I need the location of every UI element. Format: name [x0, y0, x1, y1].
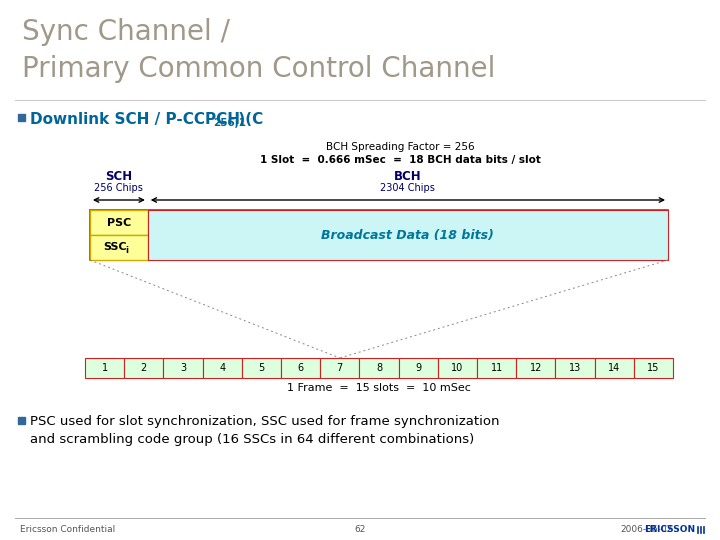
Bar — [320, 358, 359, 378]
Text: 5: 5 — [258, 363, 264, 373]
Text: 2006-06-02: 2006-06-02 — [620, 525, 672, 535]
Bar — [477, 358, 516, 378]
Bar — [202, 358, 242, 378]
Text: 256 Chips: 256 Chips — [94, 183, 143, 193]
Bar — [516, 358, 555, 378]
Text: 1 Slot  =  0.666 mSec  =  18 BCH data bits / slot: 1 Slot = 0.666 mSec = 18 BCH data bits /… — [260, 155, 541, 165]
Text: ERICSSON: ERICSSON — [644, 525, 695, 535]
Bar — [555, 358, 595, 378]
Bar — [595, 358, 634, 378]
Bar — [85, 358, 125, 378]
Text: 2: 2 — [140, 363, 147, 373]
Text: Ericsson Confidential: Ericsson Confidential — [20, 525, 115, 535]
Bar — [125, 358, 163, 378]
Text: Downlink SCH / P-CCPCH (C: Downlink SCH / P-CCPCH (C — [30, 112, 264, 127]
Text: Primary Common Control Channel: Primary Common Control Channel — [22, 55, 495, 83]
Text: 14: 14 — [608, 363, 621, 373]
Bar — [18, 417, 25, 424]
Text: 1 Frame  =  15 slots  =  10 mSec: 1 Frame = 15 slots = 10 mSec — [287, 383, 471, 393]
Bar — [18, 114, 25, 121]
Text: 6: 6 — [297, 363, 304, 373]
Bar — [399, 358, 438, 378]
Bar — [359, 358, 399, 378]
Bar — [242, 358, 281, 378]
Bar — [90, 210, 148, 235]
Text: i: i — [125, 246, 128, 255]
Text: and scrambling code group (16 SSCs in 64 different combinations): and scrambling code group (16 SSCs in 64… — [30, 433, 474, 446]
Bar — [90, 210, 668, 260]
Text: 2304 Chips: 2304 Chips — [380, 183, 436, 193]
Text: 1: 1 — [102, 363, 108, 373]
Text: SCH: SCH — [105, 170, 132, 183]
Text: 256,1: 256,1 — [213, 118, 246, 128]
Text: 12: 12 — [530, 363, 542, 373]
Bar — [634, 358, 673, 378]
Text: 15: 15 — [647, 363, 660, 373]
Bar — [281, 358, 320, 378]
Text: 8: 8 — [376, 363, 382, 373]
Text: 4: 4 — [219, 363, 225, 373]
Text: BCH: BCH — [394, 170, 422, 183]
Text: 9: 9 — [415, 363, 421, 373]
Text: 62: 62 — [354, 525, 366, 535]
Text: PSC: PSC — [107, 218, 131, 227]
Text: Broadcast Data (18 bits): Broadcast Data (18 bits) — [321, 228, 495, 241]
Bar — [438, 358, 477, 378]
Text: SSC: SSC — [103, 242, 127, 253]
Bar — [90, 235, 148, 260]
Text: 13: 13 — [569, 363, 581, 373]
Text: Sync Channel /: Sync Channel / — [22, 18, 230, 46]
Text: PSC used for slot synchronization, SSC used for frame synchronization: PSC used for slot synchronization, SSC u… — [30, 415, 500, 428]
Text: 3: 3 — [180, 363, 186, 373]
Text: 11: 11 — [490, 363, 503, 373]
Bar — [148, 210, 668, 260]
Text: 10: 10 — [451, 363, 464, 373]
Bar — [163, 358, 202, 378]
Text: BCH Spreading Factor = 256: BCH Spreading Factor = 256 — [325, 142, 474, 152]
Text: 7: 7 — [337, 363, 343, 373]
Text: ): ) — [233, 112, 245, 127]
